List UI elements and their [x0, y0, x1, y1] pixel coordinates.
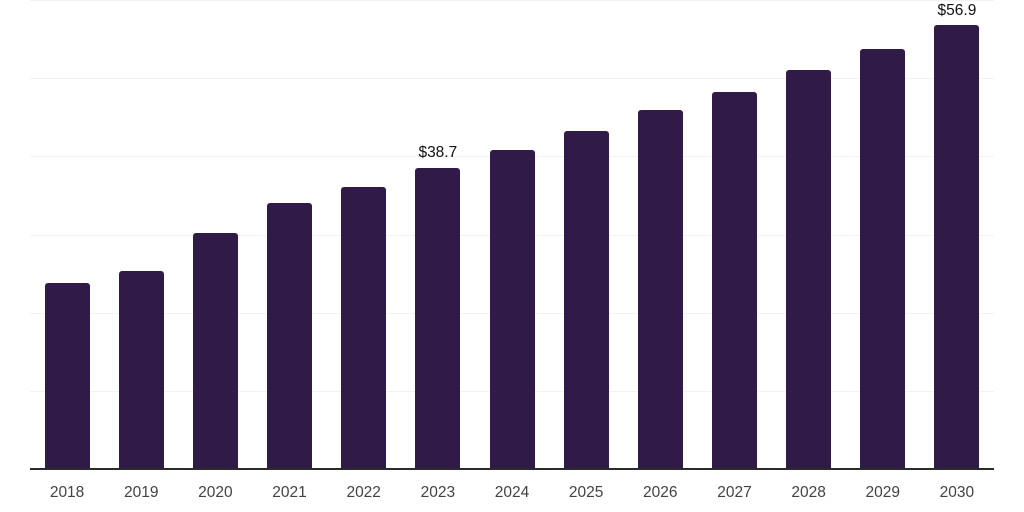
x-tick-2020: 2020 — [198, 484, 233, 501]
bar-2019 — [118, 270, 164, 470]
bar-2027 — [711, 91, 757, 470]
bar-2025 — [563, 130, 609, 470]
bar-2022 — [341, 187, 387, 470]
bar-2029 — [860, 48, 906, 470]
bar-2024 — [489, 150, 535, 470]
gridline-50 — [30, 78, 994, 80]
x-tick-2019: 2019 — [123, 484, 159, 501]
x-tick-2024: 2024 — [494, 484, 530, 501]
x-tick-2026: 2026 — [643, 484, 678, 501]
data-label-2023: $38.7 — [418, 144, 458, 161]
x-tick-2029: 2029 — [865, 484, 901, 501]
bar-2030 — [934, 25, 980, 470]
bar-2028 — [786, 69, 832, 470]
bar-2020 — [192, 233, 238, 470]
x-tick-2028: 2028 — [791, 484, 826, 501]
x-tick-2018: 2018 — [49, 484, 85, 501]
x-tick-2027: 2027 — [717, 484, 752, 501]
x-tick-2022: 2022 — [346, 484, 381, 501]
bar-2021 — [267, 203, 313, 470]
x-tick-2021: 2021 — [272, 484, 307, 501]
data-label-2030: $56.9 — [937, 1, 977, 19]
bar-2023 — [415, 167, 461, 470]
plot-area: $38.7 $56.9 — [30, 0, 994, 470]
x-tick-2030: 2030 — [939, 484, 975, 501]
x-tick-2023: 2023 — [420, 484, 456, 501]
bar-2026 — [637, 110, 683, 470]
gridline-60 — [30, 0, 994, 1]
x-axis-line — [30, 468, 994, 470]
bar-2018 — [44, 283, 90, 470]
x-tick-2025: 2025 — [568, 484, 604, 501]
